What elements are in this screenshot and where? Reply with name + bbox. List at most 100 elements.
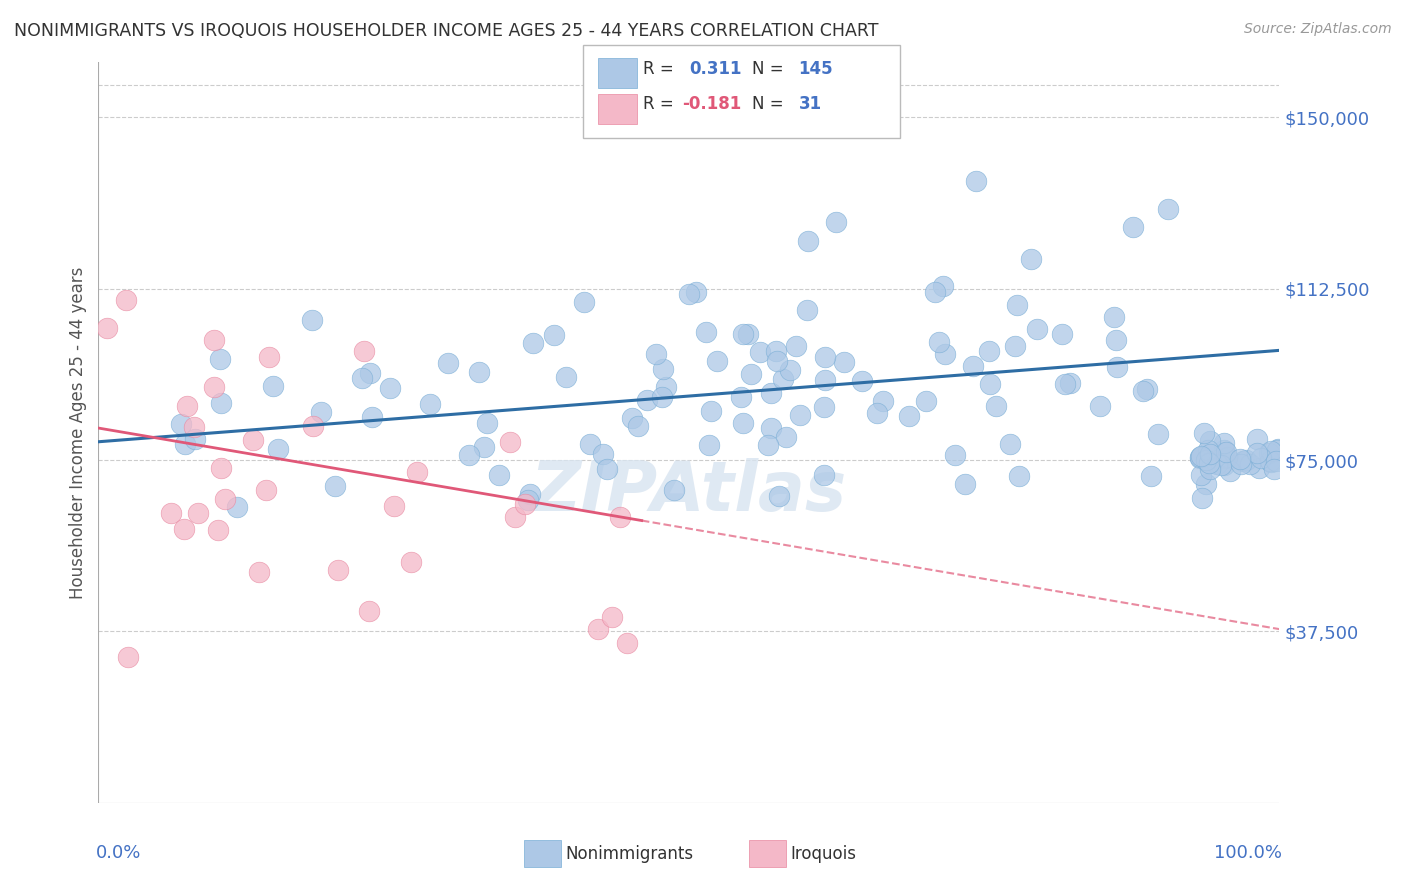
Point <box>695 325 717 339</box>
Point <box>170 417 193 432</box>
Point <box>176 399 198 413</box>
Point <box>1212 458 1234 473</box>
Point <box>768 489 790 503</box>
Point <box>955 476 977 491</box>
Point <box>1219 464 1241 478</box>
Point <box>609 510 631 524</box>
Point <box>1105 360 1128 375</box>
Point <box>596 462 619 476</box>
Point <box>1213 450 1236 465</box>
Point <box>756 438 779 452</box>
Point <box>779 363 801 377</box>
Point <box>772 372 794 386</box>
Point <box>627 418 650 433</box>
Point <box>519 487 541 501</box>
Point <box>302 419 325 434</box>
Point <box>458 448 481 462</box>
Point <box>173 522 195 536</box>
Point <box>1260 455 1282 469</box>
Point <box>173 436 195 450</box>
Text: Source: ZipAtlas.com: Source: ZipAtlas.com <box>1244 22 1392 37</box>
Point <box>242 433 264 447</box>
Point <box>207 523 229 537</box>
Point <box>572 295 595 310</box>
Point <box>1088 399 1111 413</box>
Text: 0.0%: 0.0% <box>96 844 142 862</box>
Point <box>655 380 678 394</box>
Point <box>1189 450 1212 465</box>
Point <box>832 355 855 369</box>
Point <box>1157 202 1180 216</box>
Text: N =: N = <box>752 60 783 78</box>
Point <box>160 506 183 520</box>
Point <box>1213 436 1236 450</box>
Point <box>309 405 332 419</box>
Point <box>183 420 205 434</box>
Point <box>731 326 754 341</box>
Text: N =: N = <box>752 95 783 113</box>
Point <box>813 467 835 482</box>
Point <box>209 351 232 366</box>
Point <box>353 344 375 359</box>
Point <box>765 344 787 359</box>
Text: 100.0%: 100.0% <box>1213 844 1282 862</box>
Point <box>872 394 894 409</box>
Point <box>965 174 987 188</box>
Point <box>259 350 281 364</box>
Point <box>931 278 953 293</box>
Point <box>759 386 782 401</box>
Point <box>678 287 700 301</box>
Point <box>636 392 658 407</box>
Point <box>1215 445 1237 459</box>
Point <box>399 555 422 569</box>
Point <box>214 492 236 507</box>
Point <box>1265 454 1288 468</box>
Point <box>789 408 811 422</box>
Point <box>1147 426 1170 441</box>
Point <box>1122 220 1144 235</box>
Point <box>1249 461 1271 475</box>
Point <box>350 371 373 385</box>
Point <box>924 285 946 300</box>
Point <box>600 609 623 624</box>
Point <box>962 359 984 374</box>
Point <box>1189 467 1212 482</box>
Point <box>731 416 754 430</box>
Point <box>472 440 495 454</box>
Point <box>579 436 602 450</box>
Point <box>1265 443 1288 458</box>
Point <box>749 344 772 359</box>
Point <box>475 416 498 430</box>
Point <box>1054 376 1077 391</box>
Point <box>1194 453 1216 467</box>
Text: 31: 31 <box>799 95 821 113</box>
Point <box>785 339 807 353</box>
Point <box>202 380 225 394</box>
Point <box>1263 461 1285 475</box>
Point <box>1206 457 1229 471</box>
Point <box>1250 451 1272 466</box>
Point <box>706 354 728 368</box>
Point <box>998 437 1021 451</box>
Text: NONIMMIGRANTS VS IROQUOIS HOUSEHOLDER INCOME AGES 25 - 44 YEARS CORRELATION CHAR: NONIMMIGRANTS VS IROQUOIS HOUSEHOLDER IN… <box>14 22 879 40</box>
Point <box>254 483 277 497</box>
Point <box>1215 450 1237 464</box>
Y-axis label: Householder Income Ages 25 - 44 years: Householder Income Ages 25 - 44 years <box>69 267 87 599</box>
Point <box>651 361 673 376</box>
Point <box>1194 426 1216 441</box>
Point <box>380 381 402 395</box>
Text: Nonimmigrants: Nonimmigrants <box>565 845 693 863</box>
Point <box>664 483 686 497</box>
Point <box>488 467 510 482</box>
Point <box>522 336 544 351</box>
Point <box>616 636 638 650</box>
Point <box>851 375 873 389</box>
Point <box>1198 457 1220 471</box>
Point <box>1007 297 1029 311</box>
Point <box>1260 444 1282 458</box>
Text: R =: R = <box>643 95 673 113</box>
Point <box>1199 447 1222 461</box>
Point <box>866 406 889 420</box>
Text: -0.181: -0.181 <box>682 95 741 113</box>
Point <box>184 432 207 446</box>
